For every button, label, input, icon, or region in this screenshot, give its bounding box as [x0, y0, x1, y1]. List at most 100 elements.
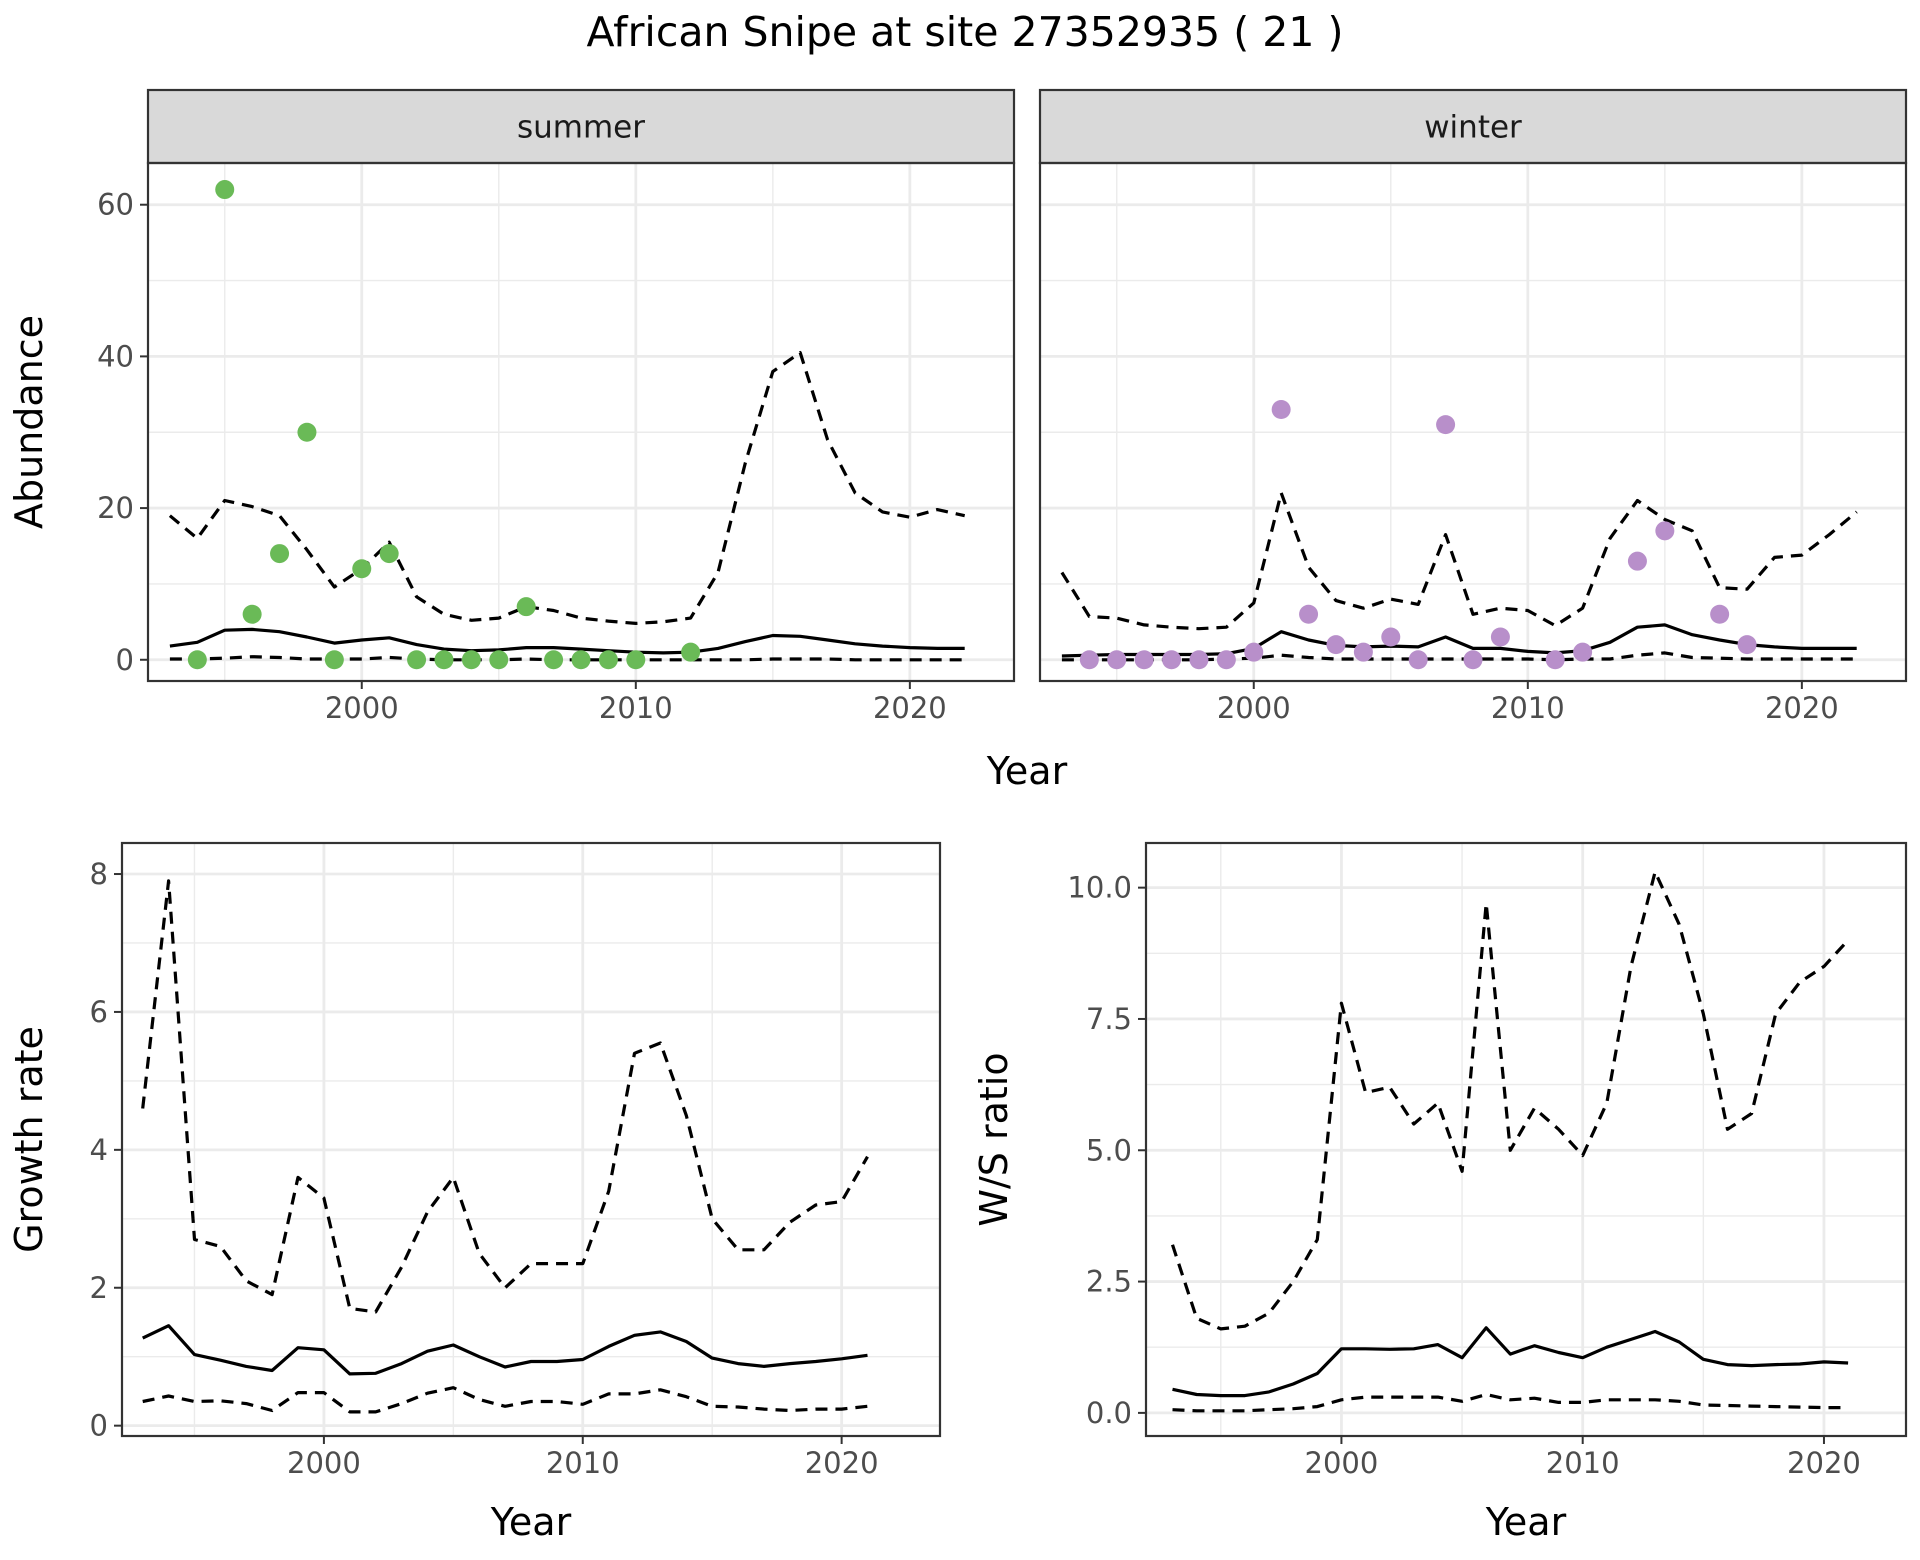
abundance-winter-x-tick-label: 2000	[1217, 691, 1291, 725]
abundance-summer-y-tick-label: 0	[116, 643, 134, 677]
abundance-summer-observed-point	[598, 650, 618, 670]
growth-panel-border	[120, 841, 942, 1438]
abundance-winter-observed-point	[1107, 650, 1127, 670]
abundance-summer-observed-point	[379, 544, 399, 564]
abundance-winter-observed-point	[1463, 650, 1483, 670]
abundance-winter-observed-point	[1162, 650, 1182, 670]
abundance-summer-upper-bound-line	[168, 351, 966, 625]
abundance-summer-y-tick-label: 60	[97, 188, 134, 222]
ratio-y-tick-label: 10.0	[1067, 871, 1132, 905]
ratio-y-tick-label: 7.5	[1086, 1002, 1132, 1036]
abundance-winter-observed-point	[1573, 642, 1593, 662]
abundance-winter-x-tick-label: 2020	[1765, 691, 1839, 725]
growth-y-axis-label: Growth rate	[7, 1026, 51, 1253]
ratio-y-tick-label: 5.0	[1086, 1133, 1132, 1167]
abundance-summer-observed-point	[571, 650, 591, 670]
abundance-x-axis-label: Year	[986, 749, 1068, 793]
ratio-mean-line	[1172, 1326, 1849, 1398]
abundance-summer-strip-label: summer	[517, 110, 645, 146]
growth-series	[141, 879, 869, 1414]
abundance-summer-observed-point	[215, 180, 235, 200]
ratio-y-tick-label: 2.5	[1086, 1265, 1132, 1299]
abundance-winter-observed-point	[1545, 650, 1565, 670]
abundance-winter-series	[1060, 399, 1858, 670]
abundance-summer-observed-point	[297, 422, 317, 442]
growth-y-tick-label: 2	[90, 1271, 108, 1305]
abundance-winter-observed-point	[1216, 650, 1236, 670]
abundance-summer-observed-point	[516, 597, 536, 617]
ratio-x-tick-label: 2020	[1787, 1446, 1861, 1480]
abundance-winter-observed-point	[1408, 650, 1428, 670]
abundance-winter-lower-bound-line	[1061, 651, 1857, 662]
abundance-summer-observed-point	[626, 650, 646, 670]
abundance-winter-panel-border	[1038, 161, 1908, 683]
abundance-winter-observed-point	[1490, 627, 1510, 647]
abundance-summer-observed-point	[270, 544, 290, 564]
abundance-winter-observed-point	[1244, 642, 1264, 662]
abundance-summer-y-tick-label: 20	[97, 491, 134, 525]
abundance-summer-series	[168, 180, 966, 670]
abundance-winter-observed-point	[1134, 650, 1154, 670]
abundance-winter-observed-point	[1079, 650, 1099, 670]
chart-title: African Snipe at site 27352935 ( 21 )	[587, 8, 1344, 56]
abundance-summer-observed-point	[489, 650, 509, 670]
abundance-summer-x-tick-label: 2020	[873, 691, 947, 725]
growth-y-tick-label: 4	[90, 1133, 108, 1167]
abundance-summer-y-tick-label: 40	[97, 339, 134, 373]
growth-lower-bound-line	[142, 1386, 868, 1414]
abundance-summer-observed-point	[461, 650, 481, 670]
ratio-y-tick-label: 0.0	[1086, 1396, 1132, 1430]
abundance-winter-upper-bound-line	[1060, 491, 1858, 631]
growth-x-axis-label: Year	[490, 1500, 572, 1544]
abundance-winter-observed-point	[1655, 521, 1675, 541]
abundance-y-axis-label: Abundance	[7, 315, 51, 529]
ratio-upper-bound-line	[1170, 870, 1850, 1331]
ratio-panel-border	[1144, 841, 1908, 1438]
ratio-grid	[1146, 843, 1906, 1436]
abundance-winter-observed-point	[1436, 415, 1456, 435]
abundance-summer-panel-border	[146, 161, 1016, 683]
abundance-winter-observed-point	[1189, 650, 1209, 670]
abundance-summer-observed-point	[407, 650, 427, 670]
abundance-winter-observed-point	[1326, 635, 1346, 655]
abundance-summer-strip	[146, 88, 1016, 165]
abundance-summer-observed-point	[681, 642, 701, 662]
abundance-winter-observed-point	[1271, 399, 1291, 419]
growth-y-tick-label: 0	[90, 1409, 108, 1443]
abundance-winter-observed-point	[1353, 642, 1373, 662]
abundance-summer-mean-line	[169, 627, 965, 655]
abundance-winter-strip-label: winter	[1424, 110, 1522, 146]
abundance-summer-observed-point	[352, 559, 372, 579]
ratio-x-tick-label: 2010	[1546, 1446, 1620, 1480]
abundance-summer-x-tick-label: 2000	[325, 691, 399, 725]
ratio-lower-bound-line	[1172, 1392, 1849, 1413]
growth-x-tick-label: 2000	[287, 1446, 361, 1480]
ratio-x-axis-label: Year	[1485, 1500, 1567, 1544]
abundance-winter-observed-point	[1381, 627, 1401, 647]
abundance-winter-strip	[1038, 88, 1908, 165]
ratio-x-tick-label: 2000	[1305, 1446, 1379, 1480]
growth-y-tick-label: 8	[90, 857, 108, 891]
abundance-summer-observed-point	[187, 650, 207, 670]
abundance-winter-observed-point	[1627, 551, 1647, 571]
growth-grid	[122, 843, 940, 1436]
abundance-winter-observed-point	[1710, 604, 1730, 624]
growth-mean-line	[142, 1324, 868, 1376]
abundance-winter-observed-point	[1299, 604, 1319, 624]
abundance-summer-lower-bound-line	[169, 655, 965, 662]
abundance-summer-observed-point	[324, 650, 344, 670]
growth-y-tick-label: 6	[90, 995, 108, 1029]
ratio-y-axis-label: W/S ratio	[972, 1052, 1016, 1226]
abundance-summer-x-tick-label: 2010	[599, 691, 673, 725]
abundance-summer-observed-point	[544, 650, 564, 670]
growth-x-tick-label: 2010	[546, 1446, 620, 1480]
abundance-winter-observed-point	[1737, 635, 1757, 655]
abundance-winter-x-tick-label: 2010	[1491, 691, 1565, 725]
growth-upper-bound-line	[141, 879, 869, 1314]
growth-x-tick-label: 2020	[805, 1446, 879, 1480]
abundance-summer-observed-point	[242, 604, 262, 624]
abundance-summer-observed-point	[434, 650, 454, 670]
